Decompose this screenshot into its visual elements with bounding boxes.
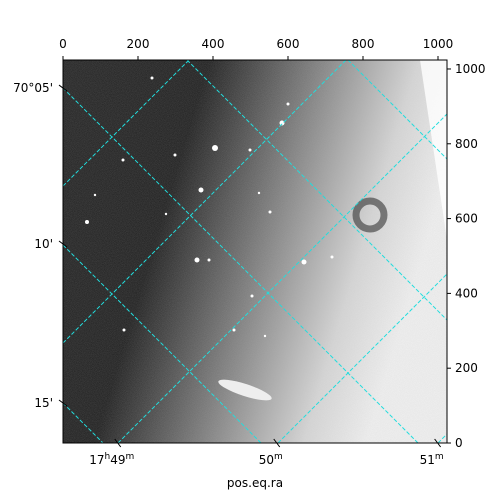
ra-tick (273, 438, 281, 448)
top-tick-label: 400 (202, 37, 225, 51)
right-tick-label: 200 (455, 361, 478, 375)
top-tick-label: 0 (59, 37, 67, 51)
ra-tick (114, 438, 122, 448)
right-tick-label: 1000 (455, 62, 486, 76)
dec-tick (58, 399, 68, 407)
x-axis-label: pos.eq.ra (227, 476, 283, 490)
top-tick-label: 1000 (423, 37, 454, 51)
right-tick-label: 0 (455, 436, 463, 450)
right-tick-label: 400 (455, 286, 478, 300)
dec-tick (58, 240, 68, 248)
plot-frame (62, 59, 448, 444)
dec-tick-label: 10' (34, 237, 53, 251)
sky-image (63, 60, 447, 443)
top-tick-label: 600 (277, 37, 300, 51)
ra-tick-label: 50m (259, 452, 283, 467)
top-tick-label: 800 (352, 37, 375, 51)
ra-tick-label: 51m (420, 452, 444, 467)
dec-tick-label: 70°05' (13, 81, 53, 95)
right-tick-label: 800 (455, 137, 478, 151)
top-tick-label: 200 (127, 37, 150, 51)
dec-tick-label: 15' (34, 396, 53, 410)
right-tick-label: 600 (455, 212, 478, 226)
coordinate-grid (63, 60, 447, 443)
dec-tick (58, 84, 68, 92)
ra-tick-label: 17h49m (89, 452, 134, 467)
ra-tick (434, 438, 442, 448)
